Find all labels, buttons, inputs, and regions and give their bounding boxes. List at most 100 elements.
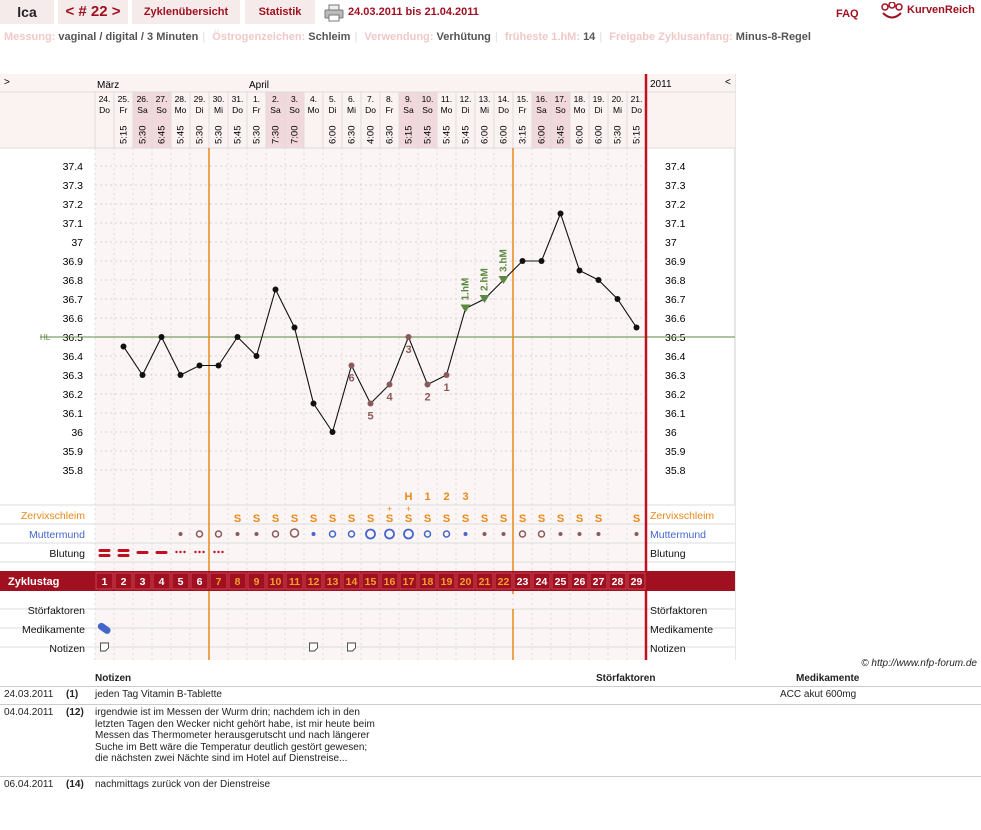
mucus-mark: S bbox=[519, 513, 526, 525]
day-date: 3. bbox=[291, 94, 298, 104]
info-value: Verhütung bbox=[436, 31, 491, 43]
year-label: 2011 bbox=[650, 79, 672, 90]
note-date: 24.03.2011 bbox=[4, 689, 54, 700]
cycleday-number: 29 bbox=[631, 576, 643, 588]
cycleday-cell bbox=[361, 572, 380, 590]
y-tick-left: 36.1 bbox=[63, 408, 84, 420]
row-label-right-notes: Notizen bbox=[650, 643, 686, 655]
y-tick-left: 37.2 bbox=[63, 199, 84, 211]
measure-time: 6:00 bbox=[499, 126, 510, 145]
cervix-mark bbox=[442, 530, 451, 538]
tab-statistics[interactable]: Statistik bbox=[245, 0, 315, 24]
peak-label: 2 bbox=[443, 491, 449, 503]
cycleday-number: 25 bbox=[555, 576, 567, 588]
day-weekday: So bbox=[289, 105, 300, 115]
note-icon[interactable] bbox=[100, 642, 109, 652]
day-date: 9. bbox=[405, 94, 412, 104]
measure-time: 5:45 bbox=[233, 126, 244, 145]
row-label-notes: Notizen bbox=[49, 643, 85, 655]
y-tick-left: 37 bbox=[71, 237, 83, 249]
cervix-mark bbox=[365, 528, 376, 540]
day-date: 31. bbox=[232, 94, 244, 104]
mucus-mark: S bbox=[386, 513, 393, 525]
bleeding-spot bbox=[194, 550, 197, 554]
day-date: 4. bbox=[310, 94, 317, 104]
mucus-mark: S bbox=[329, 513, 336, 525]
temperature-curve bbox=[123, 211, 637, 434]
day-date: 1. bbox=[253, 94, 260, 104]
day-date: 14. bbox=[498, 94, 510, 104]
y-tick-left: 37.4 bbox=[63, 161, 84, 173]
day-weekday: Fr bbox=[518, 105, 526, 115]
cervix-mark bbox=[501, 532, 506, 536]
note-day: (1) bbox=[66, 689, 79, 700]
mucus-mark: S bbox=[367, 513, 374, 525]
low-count-label: 6 bbox=[348, 373, 354, 385]
bleeding-heavy bbox=[117, 554, 130, 557]
day-date: 28. bbox=[175, 94, 187, 104]
bleeding-spot bbox=[175, 550, 178, 554]
info-value: vaginal / digital / 3 Minuten bbox=[58, 31, 199, 43]
cycleday-number: 24 bbox=[536, 576, 548, 588]
measure-time: 5:15 bbox=[119, 126, 130, 145]
temperature-point bbox=[215, 362, 222, 369]
day-weekday: Do bbox=[99, 105, 110, 115]
cycleday-cell bbox=[551, 572, 570, 590]
measure-time: 4:00 bbox=[366, 126, 377, 145]
cover-line-label: HL bbox=[40, 333, 51, 342]
day-date: 5. bbox=[329, 94, 336, 104]
temperature-point bbox=[386, 381, 393, 388]
temperature-point bbox=[291, 324, 298, 331]
measure-time: 6:00 bbox=[594, 126, 605, 145]
low-count-label: 2 bbox=[424, 392, 430, 404]
faq-link[interactable]: FAQ bbox=[836, 8, 859, 20]
cycleday-cell bbox=[418, 572, 437, 590]
date-range: 24.03.2011 bis 21.04.2011 bbox=[348, 6, 479, 18]
mucus-mark: S bbox=[443, 513, 450, 525]
day-weekday: Mi bbox=[613, 105, 622, 115]
cervix-mark bbox=[558, 532, 563, 536]
nav-prev-button[interactable]: > bbox=[4, 77, 10, 88]
row-label-mucus: Zervixschleim bbox=[21, 510, 85, 522]
note-icon[interactable] bbox=[347, 642, 356, 652]
printer-icon[interactable] bbox=[324, 4, 344, 22]
note-text: nachmittags zurück von der Dienstreise bbox=[95, 779, 271, 790]
cycleday-cell bbox=[95, 572, 114, 590]
cycleday-number: 9 bbox=[254, 576, 260, 588]
mucus-mark: S bbox=[272, 513, 279, 525]
cycleday-cell bbox=[209, 572, 228, 590]
day-weekday: Do bbox=[631, 105, 642, 115]
mucus-mark: S bbox=[633, 513, 640, 525]
row-label-cervix: Muttermund bbox=[29, 529, 85, 541]
cycleday-number: 28 bbox=[612, 576, 624, 588]
bleeding-spot bbox=[217, 550, 220, 554]
day-weekday: Mo bbox=[308, 105, 320, 115]
measure-time: 6:30 bbox=[385, 126, 396, 145]
mucus-mark: S bbox=[310, 513, 317, 525]
info-key: früheste 1.hM: bbox=[504, 31, 580, 43]
cycle-nav-button[interactable]: < # 22 > bbox=[58, 0, 128, 24]
cycleday-cell bbox=[114, 572, 133, 590]
nav-next-button[interactable]: < bbox=[725, 77, 731, 88]
temperature-point bbox=[310, 400, 317, 407]
tab-cycle-overview[interactable]: Zyklenübersicht bbox=[132, 0, 240, 24]
temperature-point bbox=[348, 362, 355, 369]
info-value: Schleim bbox=[308, 31, 351, 43]
pill-icon bbox=[97, 622, 111, 634]
note-date: 04.04.2011 bbox=[4, 707, 54, 718]
cycleday-number: 7 bbox=[216, 576, 222, 588]
day-date: 30. bbox=[213, 94, 225, 104]
cycleday-cell bbox=[627, 572, 646, 590]
day-weekday: Fr bbox=[385, 105, 393, 115]
note-icon[interactable] bbox=[309, 642, 318, 652]
month-label: März bbox=[97, 80, 119, 91]
y-tick-left: 35.8 bbox=[63, 465, 84, 477]
bleeding-spot bbox=[179, 550, 182, 554]
measure-time: 7:00 bbox=[290, 126, 301, 145]
cycleday-cell bbox=[532, 572, 551, 590]
cycleday-cell bbox=[589, 572, 608, 590]
bleeding-spot bbox=[198, 550, 201, 554]
bleeding-heavy bbox=[117, 549, 130, 552]
day-weekday: Fr bbox=[252, 105, 260, 115]
header-band bbox=[0, 74, 735, 148]
